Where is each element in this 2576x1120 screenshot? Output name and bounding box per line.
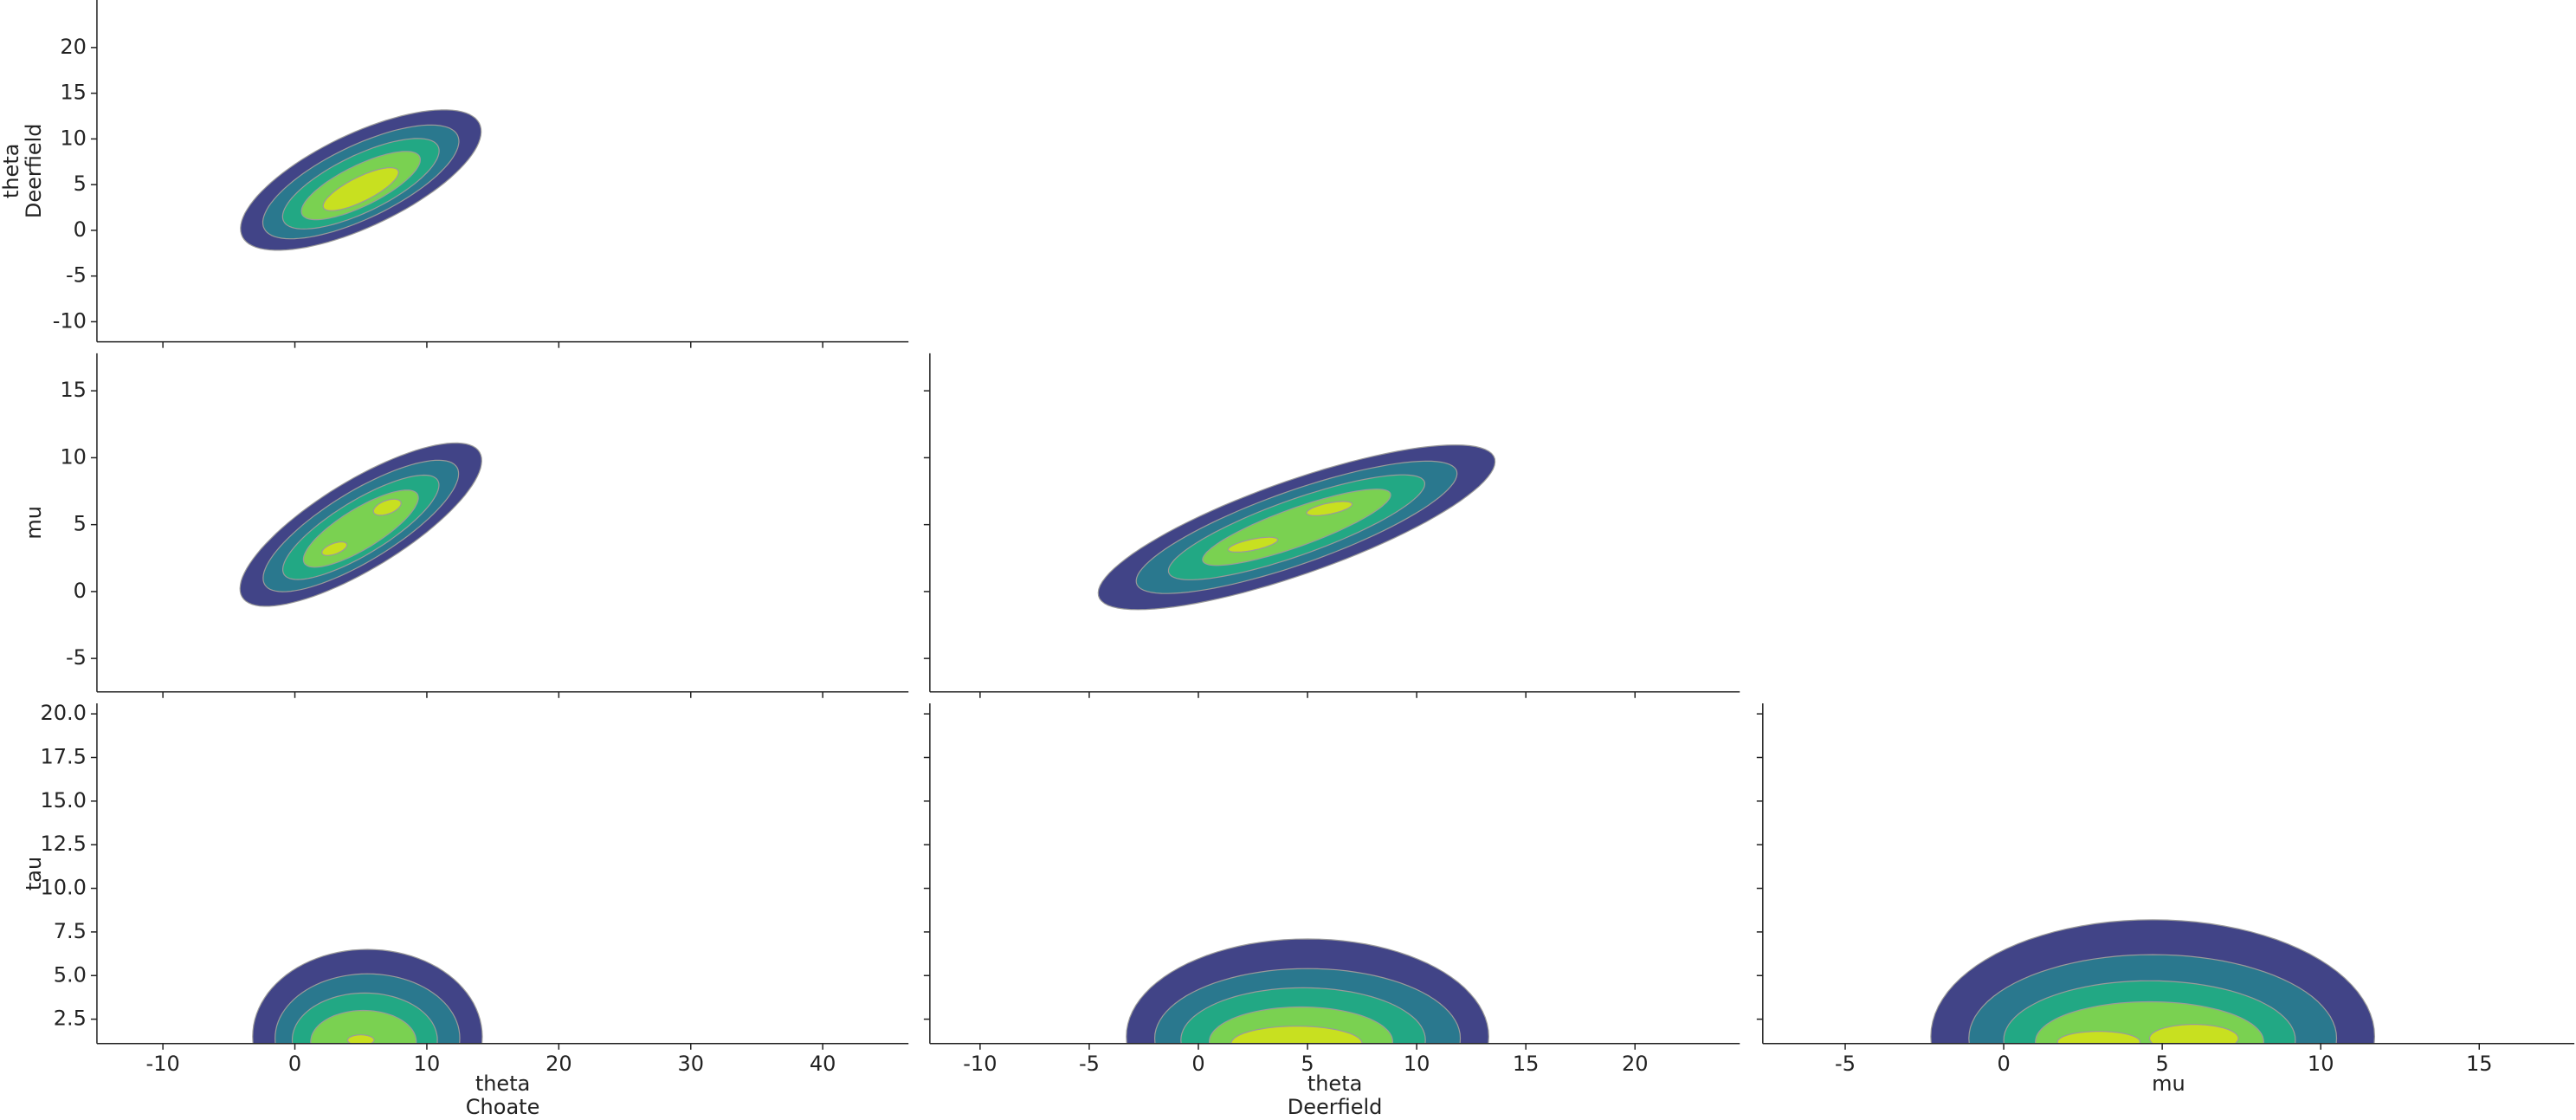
y-tick-label: 10 xyxy=(60,444,87,469)
y-tick-label: 5 xyxy=(74,172,87,196)
x-tick-label: -10 xyxy=(963,1052,997,1076)
x-axis-label: Deerfield xyxy=(1288,1095,1383,1119)
kde-contour xyxy=(372,498,402,516)
y-tick-label: 15 xyxy=(60,81,87,105)
x-tick-label: 15 xyxy=(1513,1052,1540,1076)
kde-contour xyxy=(346,1034,375,1044)
x-tick-label: 20 xyxy=(1622,1052,1649,1076)
x-axis-label: theta xyxy=(475,1071,531,1096)
x-tick-label: 0 xyxy=(288,1052,301,1076)
x-tick-label: 10 xyxy=(1404,1052,1430,1076)
x-tick-label: 0 xyxy=(1997,1052,2010,1076)
y-tick-label: 7.5 xyxy=(54,919,87,943)
y-tick-label: 5 xyxy=(74,512,87,536)
panel xyxy=(252,948,483,1044)
y-tick-label: 10 xyxy=(60,126,87,150)
x-tick-label: 10 xyxy=(414,1052,441,1076)
y-tick-label: 15.0 xyxy=(41,788,87,812)
x-tick-label: 10 xyxy=(2308,1052,2334,1076)
x-tick-label: 5 xyxy=(1301,1052,1314,1076)
panel xyxy=(239,442,482,607)
panel xyxy=(1930,919,2376,1044)
x-tick-label: -5 xyxy=(1079,1052,1100,1076)
y-tick-label: -5 xyxy=(66,645,87,670)
y-axis-label: mu xyxy=(22,506,46,540)
y-tick-label: 10.0 xyxy=(41,876,87,900)
x-tick-label: 30 xyxy=(677,1052,704,1076)
kde-contour xyxy=(2056,1031,2141,1044)
x-axis-label: Choate xyxy=(466,1095,540,1119)
kde-contour xyxy=(310,1009,417,1044)
panel xyxy=(1097,444,1496,611)
x-tick-label: -10 xyxy=(146,1052,180,1076)
x-tick-label: 0 xyxy=(1191,1052,1204,1076)
x-axis-label: mu xyxy=(2152,1071,2185,1096)
panel xyxy=(1126,938,1489,1044)
kde-contour xyxy=(1306,501,1353,516)
y-axis-label: Deerfield xyxy=(22,123,46,218)
y-tick-label: -5 xyxy=(66,263,87,288)
x-tick-label: 40 xyxy=(810,1052,836,1076)
y-axis-label: theta xyxy=(0,144,23,199)
kde-contour xyxy=(1230,1026,1363,1044)
x-tick-label: 5 xyxy=(2156,1052,2169,1076)
panel xyxy=(240,109,482,251)
y-tick-label: 0 xyxy=(74,579,87,603)
y-tick-label: 5.0 xyxy=(54,962,87,987)
y-tick-label: 17.5 xyxy=(41,744,87,768)
x-tick-label: -5 xyxy=(1835,1052,1856,1076)
y-tick-label: -10 xyxy=(53,308,87,333)
x-tick-label: 20 xyxy=(546,1052,572,1076)
kde-contour xyxy=(322,167,399,211)
x-tick-label: 15 xyxy=(2466,1052,2493,1076)
x-axis-label: theta xyxy=(1307,1071,1363,1096)
kde-contour xyxy=(321,541,348,556)
kde-contour xyxy=(2148,1023,2239,1044)
y-axis-label: tau xyxy=(22,857,46,890)
y-tick-label: 15 xyxy=(60,378,87,402)
y-tick-label: 20.0 xyxy=(41,701,87,725)
kde-contour xyxy=(1227,536,1279,553)
y-tick-label: 20 xyxy=(60,35,87,59)
y-tick-label: 0 xyxy=(74,217,87,242)
y-tick-label: 2.5 xyxy=(54,1007,87,1031)
y-tick-label: 12.5 xyxy=(41,832,87,856)
